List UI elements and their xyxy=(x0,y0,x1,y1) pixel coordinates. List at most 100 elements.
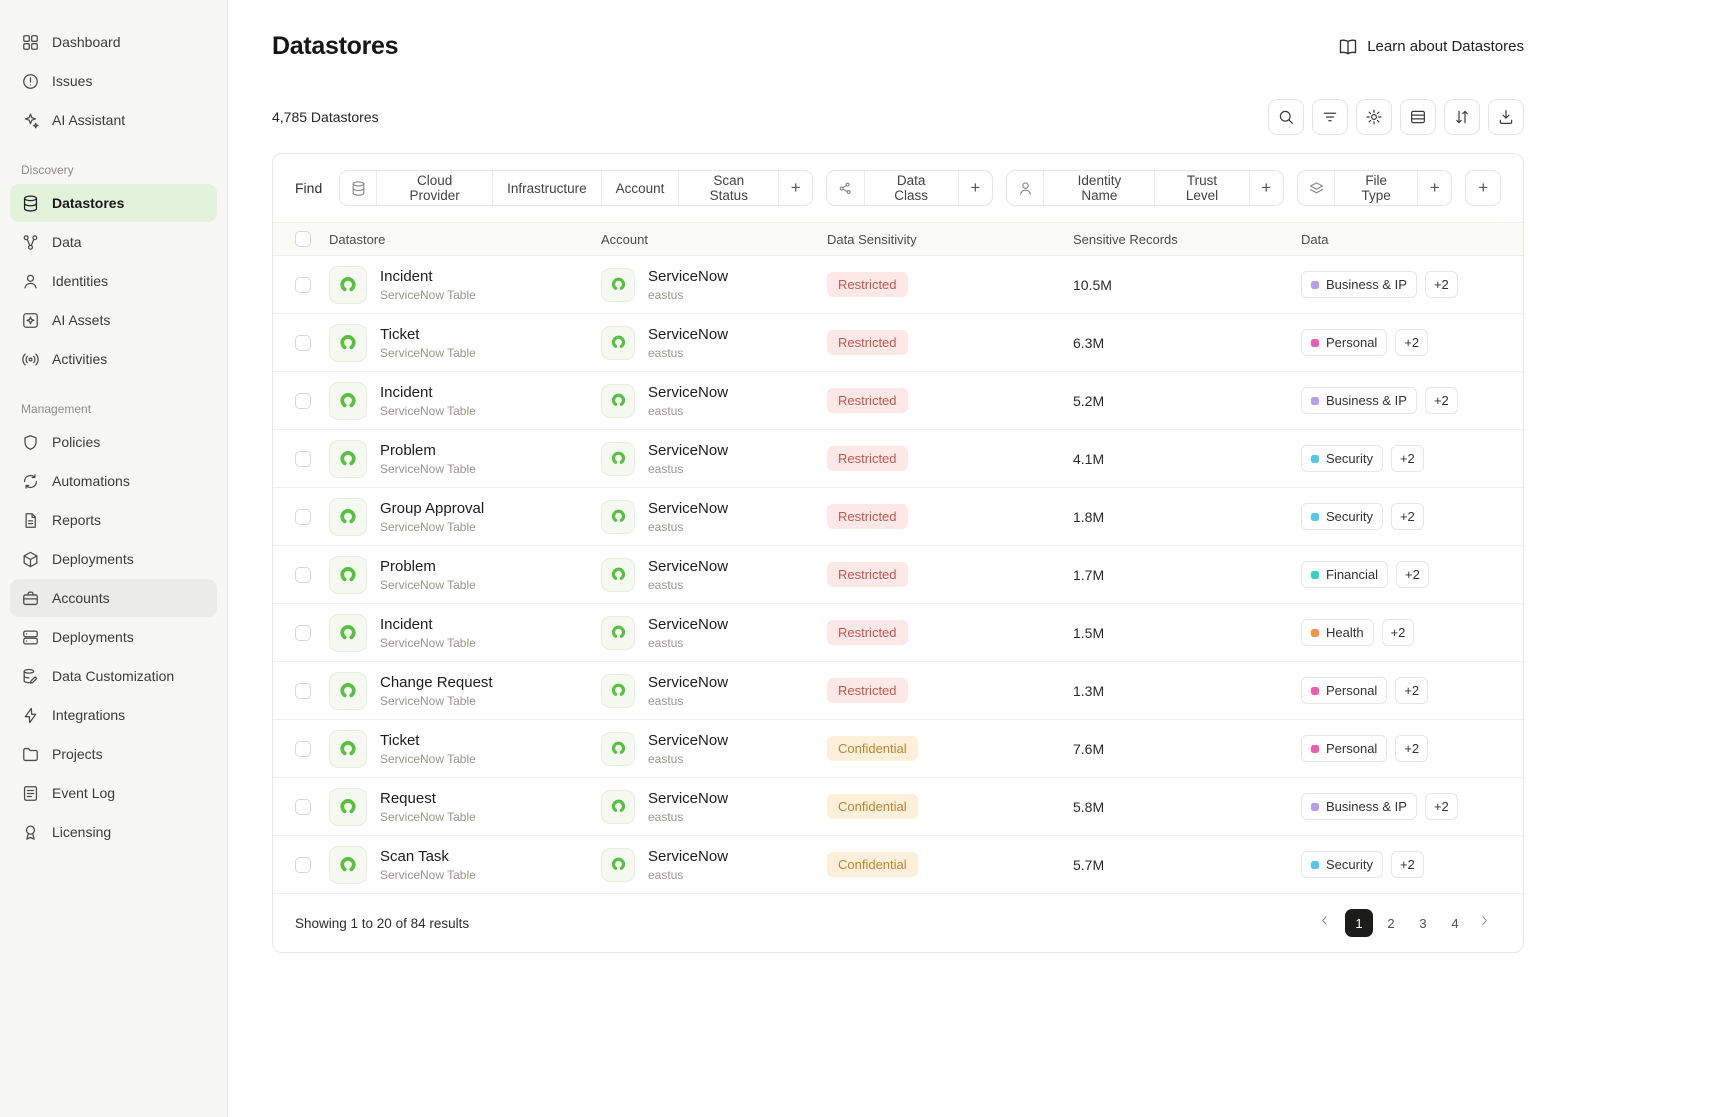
sidebar-item-projects[interactable]: Projects xyxy=(10,735,217,773)
table-row[interactable]: Problem ServiceNow Table ServiceNow eastus R… xyxy=(273,546,1523,604)
row-checkbox[interactable] xyxy=(295,856,311,873)
data-class-chip[interactable]: Business & IP xyxy=(1301,387,1417,414)
more-classes-chip[interactable]: +2 xyxy=(1396,561,1429,588)
filter-chip-trust-level[interactable]: Trust Level xyxy=(1155,171,1250,205)
more-classes-chip[interactable]: +2 xyxy=(1395,329,1429,356)
export-button[interactable] xyxy=(1488,99,1524,135)
row-checkbox[interactable] xyxy=(295,682,311,699)
column-header-data[interactable]: Data xyxy=(1301,231,1329,247)
table-row[interactable]: Incident ServiceNow Table ServiceNow eastus… xyxy=(273,256,1523,314)
add-filter-group-button[interactable]: + xyxy=(1465,170,1501,206)
data-class-chip[interactable]: Health xyxy=(1301,619,1374,646)
prev-page-button[interactable] xyxy=(1313,909,1341,937)
select-all-checkbox[interactable] xyxy=(295,231,311,247)
data-class-chip[interactable]: Business & IP xyxy=(1301,793,1417,820)
sidebar-item-ai-assistant[interactable]: AI Assistant xyxy=(10,101,217,139)
page-button-2[interactable]: 2 xyxy=(1377,909,1405,937)
add-filter-button[interactable]: + xyxy=(779,171,812,205)
column-header-account[interactable]: Account xyxy=(601,231,648,247)
page-button-1[interactable]: 1 xyxy=(1345,909,1373,937)
sidebar-item-data[interactable]: Data xyxy=(10,223,217,261)
sidebar-item-activities[interactable]: Activities xyxy=(10,340,217,378)
sidebar-item-issues[interactable]: Issues xyxy=(10,62,217,100)
page-button-4[interactable]: 4 xyxy=(1441,909,1469,937)
filter-chip-account[interactable]: Account xyxy=(602,171,680,205)
table-row[interactable]: Incident ServiceNow Table ServiceNow eastus… xyxy=(273,604,1523,662)
sidebar-item-licensing[interactable]: Licensing xyxy=(10,813,217,851)
row-checkbox[interactable] xyxy=(295,334,311,351)
next-page-button[interactable] xyxy=(1473,909,1501,937)
sidebar-item-identities[interactable]: Identities xyxy=(10,262,217,300)
filter-chip-scan-status[interactable]: Scan Status xyxy=(679,171,780,205)
more-classes-chip[interactable]: +2 xyxy=(1390,445,1424,472)
sidebar-item-dashboard[interactable]: Dashboard xyxy=(10,23,217,61)
sidebar-item-deployments[interactable]: Deployments xyxy=(10,618,217,656)
row-checkbox[interactable] xyxy=(295,450,311,467)
more-classes-chip[interactable]: +2 xyxy=(1395,735,1429,762)
data-class-chip[interactable]: Security xyxy=(1301,851,1383,878)
sidebar-item-policies[interactable]: Policies xyxy=(10,423,217,461)
datastore-name: Request xyxy=(380,789,436,807)
datastores-table-card: Find Cloud Provider Infrastructure Account S… xyxy=(272,153,1524,953)
learn-about-datastores-link[interactable]: Learn about Datastores xyxy=(1338,37,1524,57)
filter-button[interactable] xyxy=(1312,99,1348,135)
row-checkbox[interactable] xyxy=(295,392,311,409)
sidebar-item-automations[interactable]: Automations xyxy=(10,462,217,500)
more-classes-chip[interactable]: +2 xyxy=(1424,387,1458,414)
table-row[interactable]: Group Approval ServiceNow Table ServiceNow… xyxy=(273,488,1523,546)
table-row[interactable]: Ticket ServiceNow Table ServiceNow eastus Re… xyxy=(273,314,1523,372)
account-name: ServiceNow xyxy=(648,673,729,691)
settings-button[interactable] xyxy=(1356,99,1392,135)
more-classes-chip[interactable]: +2 xyxy=(1390,503,1424,530)
add-filter-button[interactable]: + xyxy=(1250,171,1283,205)
data-class-chip[interactable]: Personal xyxy=(1301,329,1388,356)
data-class-chip[interactable]: Personal xyxy=(1301,677,1388,704)
page-button-3[interactable]: 3 xyxy=(1409,909,1437,937)
filter-chip-identity-name[interactable]: Identity Name xyxy=(1044,171,1156,205)
row-checkbox[interactable] xyxy=(295,276,311,293)
more-classes-chip[interactable]: +2 xyxy=(1381,619,1415,646)
add-filter-button[interactable]: + xyxy=(959,171,992,205)
table-row[interactable]: Change Request ServiceNow Table ServiceNow… xyxy=(273,662,1523,720)
column-header-datastore[interactable]: Datastore xyxy=(329,231,386,247)
filter-chip-file-type[interactable]: File Type xyxy=(1335,171,1419,205)
more-classes-chip[interactable]: +2 xyxy=(1390,851,1424,878)
sidebar-item-data-customization[interactable]: Data Customization xyxy=(10,657,217,695)
search-button[interactable] xyxy=(1268,99,1304,135)
sidebar-nav: Dashboard Issues AI Assistant Discovery Data… xyxy=(0,23,227,851)
data-class-chip[interactable]: Security xyxy=(1301,445,1383,472)
data-class-chip[interactable]: Financial xyxy=(1301,561,1389,588)
sidebar-item-reports[interactable]: Reports xyxy=(10,501,217,539)
table-row[interactable]: Ticket ServiceNow Table ServiceNow eastus Co… xyxy=(273,720,1523,778)
sidebar-item-deployments[interactable]: Deployments xyxy=(10,540,217,578)
filter-chip-infrastructure[interactable]: Infrastructure xyxy=(493,171,602,205)
sort-button[interactable] xyxy=(1444,99,1480,135)
table-row[interactable]: Scan Task ServiceNow Table ServiceNow eastu… xyxy=(273,836,1523,894)
column-header-data-sensitivity[interactable]: Data Sensitivity xyxy=(827,231,917,247)
column-header-sensitive-records[interactable]: Sensitive Records xyxy=(1073,231,1178,247)
row-checkbox[interactable] xyxy=(295,798,311,815)
table-row[interactable]: Problem ServiceNow Table ServiceNow eastus R… xyxy=(273,430,1523,488)
data-class-chip[interactable]: Security xyxy=(1301,503,1383,530)
table-row[interactable]: Request ServiceNow Table ServiceNow eastus C… xyxy=(273,778,1523,836)
sidebar-item-accounts[interactable]: Accounts xyxy=(10,579,217,617)
sidebar-item-integrations[interactable]: Integrations xyxy=(10,696,217,734)
data-class-chip[interactable]: Business & IP xyxy=(1301,271,1417,298)
datastore-type: ServiceNow Table xyxy=(380,403,476,418)
more-classes-chip[interactable]: +2 xyxy=(1424,793,1458,820)
sidebar-item-datastores[interactable]: Datastores xyxy=(10,184,217,222)
filter-chip-data-class[interactable]: Data Class xyxy=(865,171,959,205)
data-class-chip[interactable]: Personal xyxy=(1301,735,1388,762)
more-classes-chip[interactable]: +2 xyxy=(1424,271,1458,298)
group-rows-button[interactable] xyxy=(1400,99,1436,135)
more-classes-chip[interactable]: +2 xyxy=(1395,677,1429,704)
add-filter-button[interactable]: + xyxy=(1418,171,1451,205)
sidebar-item-event-log[interactable]: Event Log xyxy=(10,774,217,812)
row-checkbox[interactable] xyxy=(295,624,311,641)
row-checkbox[interactable] xyxy=(295,740,311,757)
row-checkbox[interactable] xyxy=(295,566,311,583)
sidebar-item-ai-assets[interactable]: AI Assets xyxy=(10,301,217,339)
table-row[interactable]: Incident ServiceNow Table ServiceNow eastus… xyxy=(273,372,1523,430)
filter-chip-cloud-provider[interactable]: Cloud Provider xyxy=(377,171,494,205)
row-checkbox[interactable] xyxy=(295,508,311,525)
